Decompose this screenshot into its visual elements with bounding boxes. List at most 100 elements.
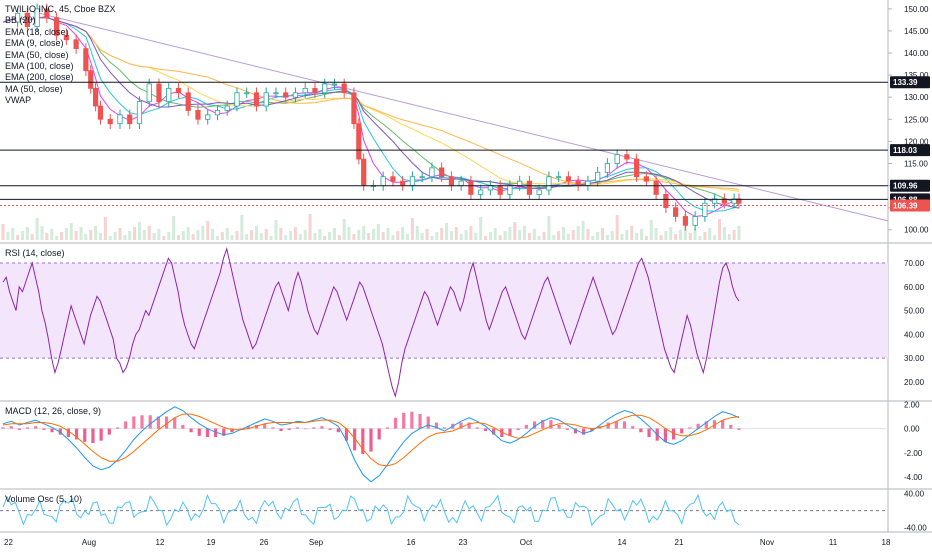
candle-body	[702, 202, 708, 217]
macd-histogram-bar	[443, 427, 447, 429]
volume-bar	[484, 236, 488, 240]
macd-histogram-bar	[148, 415, 152, 429]
macd-histogram-bar	[173, 417, 177, 429]
volume-bar	[79, 227, 83, 240]
macd-histogram-bar	[606, 422, 610, 429]
volume-bar	[211, 229, 215, 240]
indicator-ema-18[interactable]: EMA (18, close)	[5, 26, 69, 37]
volume-bar	[479, 217, 483, 240]
candle-body	[468, 180, 474, 195]
volume-bar	[147, 226, 151, 240]
candle-body	[663, 193, 669, 209]
macd-histogram-bar	[434, 422, 439, 429]
volume-bar	[625, 230, 629, 240]
candle-body	[575, 180, 581, 186]
volume-bar	[644, 236, 648, 240]
symbol-title[interactable]: TWILIO INC, 45, Cboe BZX	[5, 4, 116, 14]
candle-body	[439, 167, 445, 178]
volume-bar	[493, 228, 497, 240]
volume-bar	[230, 235, 234, 240]
candle-body	[682, 216, 688, 226]
volume-bar	[20, 231, 24, 240]
price-tick-label: 120.00	[904, 137, 929, 146]
volume-bar	[649, 220, 653, 240]
volume-bar	[201, 226, 205, 240]
x-tick-label: 12	[156, 538, 165, 547]
macd-histogram-bar	[164, 416, 169, 429]
volume-bar	[89, 230, 93, 240]
volume-bar	[181, 231, 185, 240]
volume-bar	[64, 228, 68, 240]
volume-bar	[298, 234, 302, 240]
price-tick-label: 145.00	[904, 27, 929, 36]
volume-bar	[557, 231, 561, 240]
candle-body	[205, 114, 211, 120]
macd-histogram-bar	[246, 426, 250, 429]
macd-histogram-bar	[156, 416, 160, 429]
macd-histogram-bar	[25, 427, 30, 429]
macd-histogram-bar	[467, 422, 471, 429]
indicator-ema-100[interactable]: EMA (100, close)	[5, 61, 74, 72]
rsi-tick-label: 70.00	[904, 259, 925, 268]
macd-histogram-bar	[66, 428, 71, 438]
price-tick-label: 135.00	[904, 71, 929, 80]
indicator-vwap[interactable]: VWAP	[5, 95, 32, 106]
x-tick-label: Sep	[309, 538, 324, 547]
rsi-tick-label: 20.00	[904, 378, 925, 387]
volume-bar	[367, 233, 371, 240]
rsi-title[interactable]: RSI (14, close)	[5, 248, 65, 258]
indicator-ema-9[interactable]: EMA (9, close)	[5, 38, 64, 49]
macd-histogram-bar	[115, 427, 120, 429]
volume-bar	[289, 231, 293, 240]
volume-bar	[566, 234, 570, 240]
volume-bar	[59, 232, 63, 240]
macd-histogram-bar	[222, 428, 226, 436]
indicator-bb[interactable]: BB (20)	[5, 15, 36, 26]
volume-bar	[103, 217, 107, 240]
macd-histogram-bar	[459, 422, 463, 429]
volume-bar	[449, 231, 453, 240]
volume-bar	[386, 228, 390, 240]
volume-bar	[269, 236, 273, 240]
rsi-tick-label: 30.00	[904, 354, 925, 363]
macd-histogram-bar	[197, 428, 201, 436]
macd-tick-label: -2.00	[904, 449, 923, 458]
volume-bar	[225, 228, 229, 240]
volume-bar	[518, 230, 522, 240]
candle-body	[526, 180, 533, 195]
macd-title[interactable]: MACD (12, 26, close, 9)	[5, 406, 102, 416]
macd-histogram-bar	[541, 420, 545, 429]
macd-histogram-bar	[582, 428, 586, 435]
volume-bar	[6, 232, 10, 240]
candle-body	[380, 176, 386, 186]
macd-series-line	[2, 406, 740, 483]
candle-body	[351, 92, 357, 125]
volume-bar	[498, 235, 502, 240]
indicator-ema-200[interactable]: EMA (200, close)	[5, 72, 74, 83]
indicator-ma-50[interactable]: MA (50, close)	[5, 83, 63, 94]
price-tick-label: 100.00	[904, 226, 929, 235]
indicator-ema-50[interactable]: EMA (50, close)	[5, 49, 69, 60]
volume-bar	[337, 235, 341, 240]
volume-bar	[552, 235, 556, 240]
candle-body	[565, 176, 572, 182]
candle-body	[595, 171, 601, 182]
macd-histogram-bar	[17, 428, 21, 430]
volume-osc-title[interactable]: Volume Osc (5, 10)	[5, 494, 83, 504]
macd-histogram-bar	[590, 428, 594, 431]
x-tick-label: 22	[4, 538, 13, 547]
macd-histogram-bar	[263, 423, 267, 429]
macd-histogram-bar	[393, 417, 398, 429]
rsi-tick-label: 40.00	[904, 330, 925, 339]
volume-bar	[191, 234, 195, 240]
candle-body	[634, 158, 640, 178]
candle-body	[507, 185, 513, 195]
volume-bar	[562, 227, 566, 240]
rsi-tick-label: 60.00	[904, 283, 925, 292]
candle-body	[97, 105, 104, 120]
x-tick-label: Aug	[82, 538, 96, 547]
volume-bar	[35, 218, 39, 240]
volume-bar	[410, 218, 414, 240]
level-label: 109.96	[893, 182, 918, 191]
